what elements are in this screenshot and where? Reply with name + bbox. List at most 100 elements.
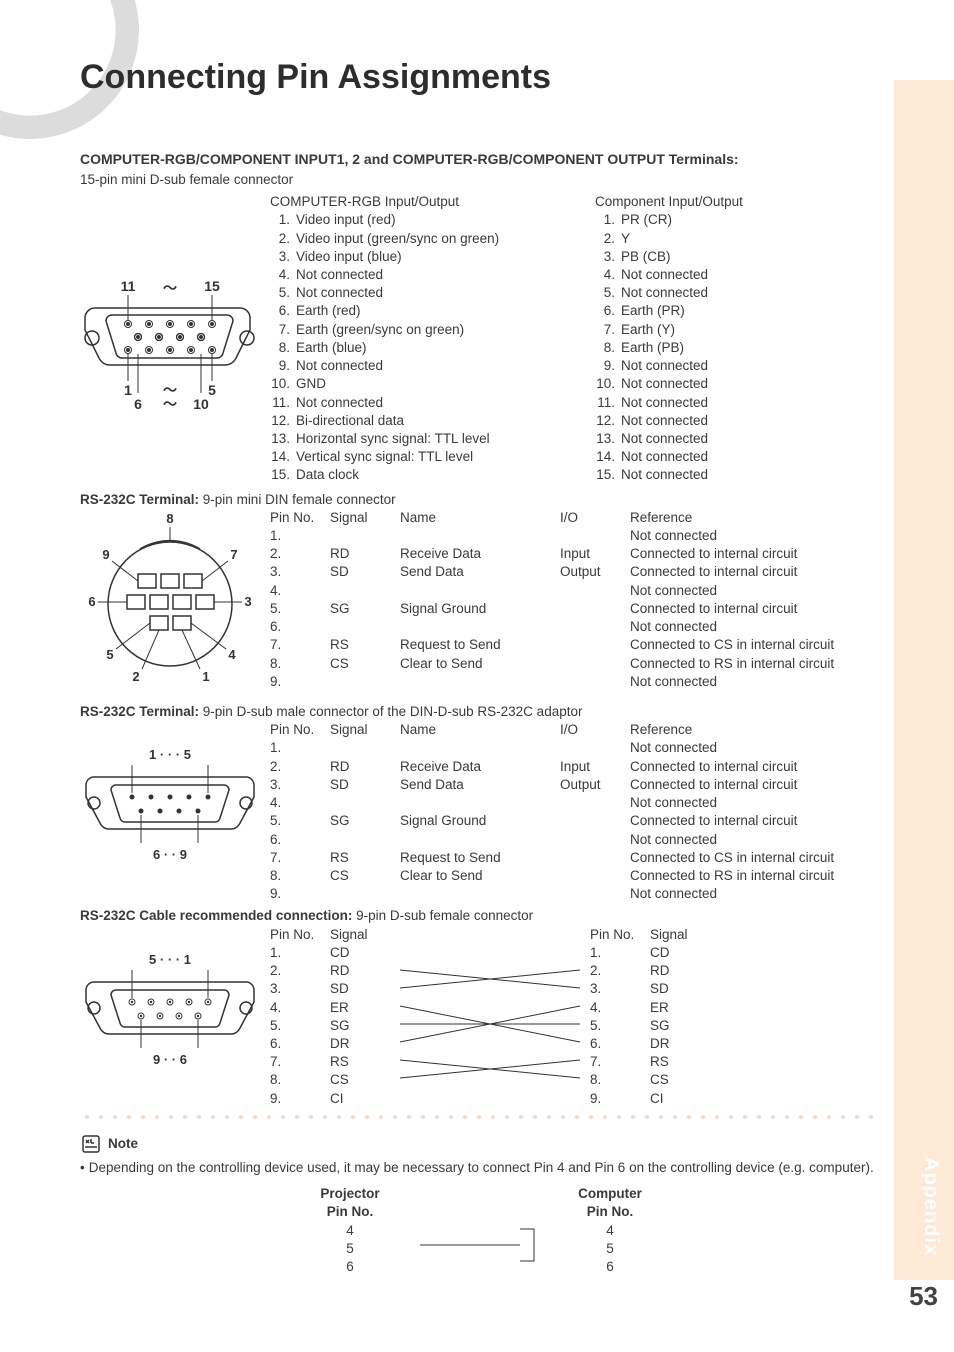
page-number: 53	[909, 1281, 938, 1312]
table-cell: Not connected	[630, 618, 860, 636]
table-cell: 2.	[270, 758, 330, 776]
cable-heading-rest: 9-pin D-sub female connector	[352, 908, 533, 923]
svg-text:6: 6	[88, 594, 95, 609]
pin-label: Not connected	[621, 466, 880, 484]
pin-number: 3.	[270, 248, 296, 266]
table-cell: Connected to internal circuit	[630, 758, 860, 776]
divider-dots	[80, 1115, 880, 1119]
table-header: I/O	[560, 509, 630, 527]
pin-number: 1.	[595, 211, 621, 229]
table-cell: Connected to internal circuit	[630, 545, 860, 563]
table-cell: RS	[330, 849, 400, 867]
pin-label: Not connected	[621, 430, 880, 448]
table-cell	[400, 739, 560, 757]
table-cell	[560, 812, 630, 830]
din-table: Pin No.SignalNameI/OReference1.Not conne…	[270, 509, 880, 691]
table-cell	[560, 831, 630, 849]
din-diagram: 8 97 63 54 21	[80, 509, 270, 699]
table-cell: 6.	[270, 618, 330, 636]
table-cell: 5.	[270, 812, 330, 830]
vga-lbl-11: 11	[121, 278, 136, 294]
table-header: Pin No.	[590, 926, 650, 944]
table-cell: 3.	[270, 980, 330, 998]
table-cell: SD	[650, 980, 710, 998]
table-cell: 3.	[270, 563, 330, 581]
svg-text:1 · · · 5: 1 · · · 5	[149, 747, 191, 762]
pin-label: Not connected	[621, 357, 880, 375]
table-cell: Clear to Send	[400, 867, 560, 885]
table-cell: SG	[330, 600, 400, 618]
table-cell: CS	[330, 867, 400, 885]
table-cell	[560, 582, 630, 600]
pin-number: 12.	[595, 412, 621, 430]
table-cell: Signal Ground	[400, 600, 560, 618]
table-cell: RD	[650, 962, 710, 980]
table-cell: 9.	[590, 1090, 650, 1108]
table-cell: Connected to CS in internal circuit	[630, 849, 860, 867]
pin-label: Earth (green/sync on green)	[296, 321, 555, 339]
table-cell	[400, 885, 560, 903]
pin-label: Not connected	[296, 357, 555, 375]
table-cell: DR	[330, 1035, 390, 1053]
pin-number: 3.	[595, 248, 621, 266]
table-cell: 2.	[270, 545, 330, 563]
table-header: I/O	[560, 721, 630, 739]
table-cell: 7.	[270, 849, 330, 867]
svg-text:5 · · · 1: 5 · · · 1	[149, 952, 191, 967]
pin-number: 2.	[270, 230, 296, 248]
table-cell: DR	[650, 1035, 710, 1053]
pin-number: 10.	[270, 375, 296, 393]
table-cell: Not connected	[630, 885, 860, 903]
table-cell: RS	[330, 1053, 390, 1071]
table-cell: RS	[330, 636, 400, 654]
pin-number: 15.	[595, 466, 621, 484]
svg-text:9: 9	[102, 547, 109, 562]
table-cell: Output	[560, 776, 630, 794]
svg-text:8: 8	[166, 511, 173, 526]
pin-label: Not connected	[621, 412, 880, 430]
table-cell	[560, 794, 630, 812]
note-icon	[80, 1133, 102, 1155]
table-cell	[330, 618, 400, 636]
table-cell: Request to Send	[400, 636, 560, 654]
table-cell: 1.	[270, 527, 330, 545]
dsub-diagram: 1 · · · 5 6 · · 9	[80, 721, 270, 903]
table-header: Reference	[630, 721, 860, 739]
table-cell: ER	[650, 999, 710, 1017]
table-cell	[560, 867, 630, 885]
comp-title: Component Input/Output	[595, 193, 880, 211]
svg-text:〜: 〜	[163, 280, 177, 296]
vga-rgb-list: COMPUTER-RGB Input/Output 1.Video input …	[270, 193, 555, 485]
table-cell: SD	[330, 776, 400, 794]
pin-label: Video input (green/sync on green)	[296, 230, 555, 248]
pin-number: 13.	[595, 430, 621, 448]
table-cell	[330, 831, 400, 849]
pin-label: Not connected	[296, 394, 555, 412]
table-cell: Input	[560, 545, 630, 563]
note-text: Depending on the controlling device used…	[89, 1159, 874, 1177]
vga-lbl-1: 1	[124, 382, 132, 398]
pin-label: GND	[296, 375, 555, 393]
dsub-heading-rest: 9-pin D-sub male connector of the DIN-D-…	[199, 704, 582, 719]
table-cell: 1.	[270, 739, 330, 757]
table-cell	[560, 600, 630, 618]
pin-number: 5.	[270, 284, 296, 302]
svg-text:6 · · 9: 6 · · 9	[153, 847, 187, 862]
table-header: Name	[400, 509, 560, 527]
vga-lbl-15: 15	[204, 278, 220, 294]
table-cell: Output	[560, 563, 630, 581]
table-cell: 3.	[270, 776, 330, 794]
table-cell: 6.	[590, 1035, 650, 1053]
appendix-label: Appendix	[919, 1157, 942, 1256]
pin-number: 12.	[270, 412, 296, 430]
table-cell: Connected to internal circuit	[630, 776, 860, 794]
table-cell: 4.	[270, 582, 330, 600]
table-cell	[400, 618, 560, 636]
pin-label: Not connected	[621, 375, 880, 393]
pin-number: 4.	[595, 266, 621, 284]
pin-label: Y	[621, 230, 880, 248]
vga-subheading: 15-pin mini D-sub female connector	[80, 171, 880, 189]
table-cell	[560, 618, 630, 636]
table-cell	[560, 636, 630, 654]
pin-label: Vertical sync signal: TTL level	[296, 448, 555, 466]
